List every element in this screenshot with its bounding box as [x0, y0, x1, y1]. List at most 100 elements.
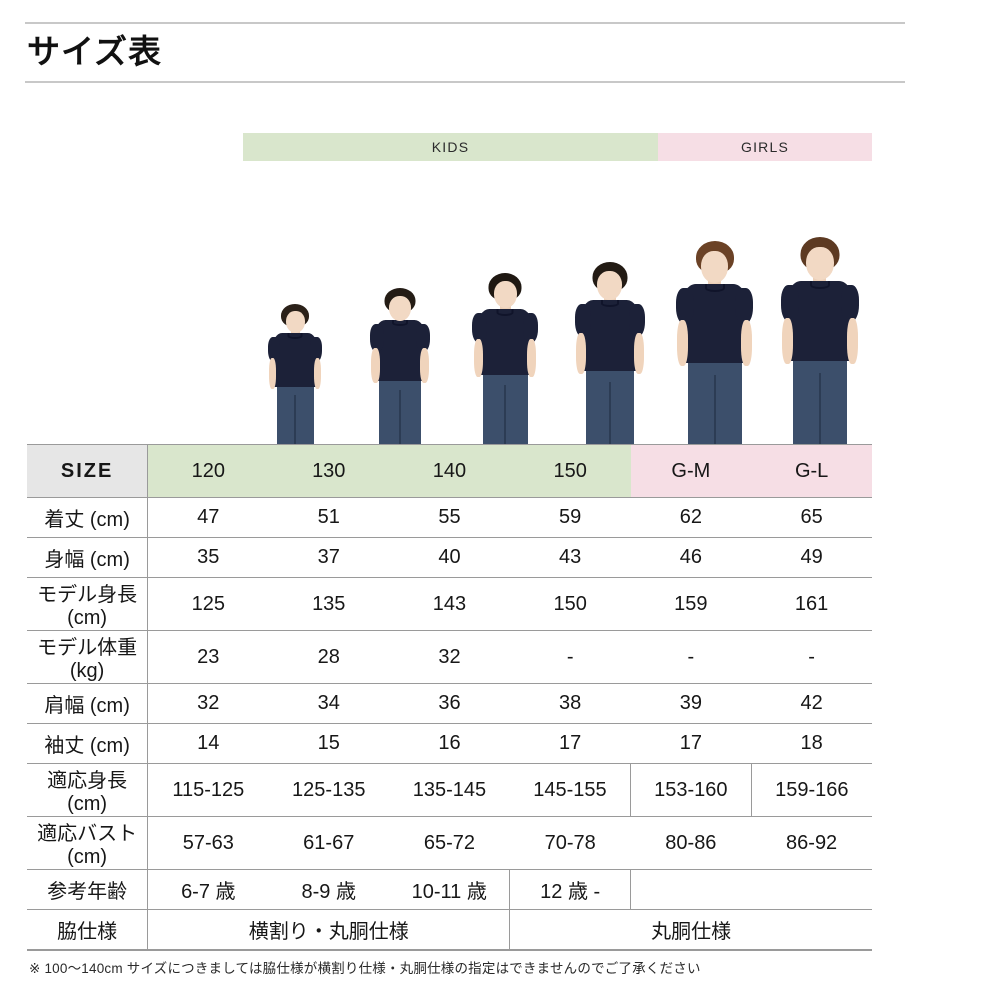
cell-130: 34	[268, 683, 390, 724]
model-g-l-jeans	[792, 358, 847, 444]
cell-g-m: -	[630, 630, 752, 684]
table-row: 袖丈 (cm) 14 15 16 17 17 18	[27, 723, 872, 764]
cell-130: 8-9 歳	[268, 869, 390, 910]
row-label: 参考年齢	[27, 869, 149, 910]
cell-120: 32	[147, 683, 269, 724]
spec-row-label: 脇仕様	[27, 909, 149, 951]
cell-g-m: 153-160	[630, 763, 752, 817]
model-g-m-leg-split	[713, 375, 716, 444]
column-header-120: 120	[147, 444, 269, 498]
row-label: 適応身長 (cm)	[27, 763, 149, 817]
row-label: モデル体重 (kg)	[27, 630, 149, 684]
model-140-leg-split	[504, 385, 507, 444]
cell-140: 16	[389, 723, 510, 764]
model-130-leg-split	[399, 390, 402, 444]
table-row: 身幅 (cm) 35 37 40 43 46 49	[27, 537, 872, 578]
model-140-tshirt	[472, 309, 539, 377]
cell-130: 15	[268, 723, 390, 764]
model-140-face	[493, 281, 517, 308]
model-g-m-face	[701, 251, 729, 283]
cell-g-m: 39	[630, 683, 752, 724]
cell-140: 135-145	[389, 763, 510, 817]
model-g-m-tshirt	[676, 284, 754, 366]
model-150-collar	[600, 300, 619, 307]
model-140-head	[488, 273, 522, 308]
footnote: ※ 100〜140cm サイズにつきましては脇仕様が横割り仕様・丸胴仕様の指定は…	[29, 961, 701, 976]
model-g-l-arm-right	[846, 318, 858, 364]
table-header-row: SIZE 120 130 140 150 G-M G-L	[27, 444, 872, 498]
banner-girls: GIRLS	[658, 133, 872, 161]
cell-150: 43	[509, 537, 631, 578]
model-g-l-head	[800, 237, 840, 280]
table-row: 適応バスト(cm) 57-63 61-67 65-72 70-78 80-86 86-92	[27, 816, 872, 870]
model-130-sleeve-right	[416, 324, 431, 352]
column-header-g-m: G-M	[630, 444, 752, 498]
row-label: 肩幅 (cm)	[27, 683, 149, 724]
model-120	[268, 304, 323, 444]
cell-g-l: 65	[751, 497, 872, 538]
model-150-leg-split	[608, 382, 611, 444]
cell-150: -	[509, 630, 631, 684]
model-130-jeans	[379, 378, 422, 444]
spec-right-value: 丸胴仕様	[509, 909, 872, 951]
model-130-sleeve-left	[370, 324, 385, 352]
model-photo-strip	[243, 170, 872, 444]
model-150-face	[597, 271, 623, 300]
cell-g-l: 42	[751, 683, 872, 724]
column-header-130: 130	[268, 444, 390, 498]
cell-g-m: 62	[630, 497, 752, 538]
cell-130: 125-135	[268, 763, 390, 817]
title-block: サイズ表	[25, 22, 905, 83]
model-120-sleeve-right	[310, 337, 323, 362]
model-120-collar	[287, 333, 303, 339]
cell-120: 115-125	[147, 763, 269, 817]
table-row: 着丈 (cm) 47 51 55 59 62 65	[27, 497, 872, 538]
column-header-g-l: G-L	[751, 444, 872, 498]
cell-120: 125	[147, 577, 269, 631]
size-header-cell: SIZE	[27, 444, 149, 498]
cell-g-m: 80-86	[630, 816, 752, 870]
cell-140: 143	[389, 577, 510, 631]
cell-g-l: 159-166	[751, 763, 872, 817]
cell-g-m	[630, 869, 752, 910]
cell-130: 51	[268, 497, 390, 538]
table-row: 適応身長 (cm) 115-125 125-135 135-145 145-155 153…	[27, 763, 872, 817]
table-row: モデル身長 (cm) 125 135 143 150 159 161	[27, 577, 872, 631]
model-150-jeans	[585, 368, 634, 444]
model-120-sleeve-left	[268, 337, 281, 362]
cell-120: 14	[147, 723, 269, 764]
title-rule-bottom	[25, 80, 905, 83]
table-row: モデル体重 (kg) 23 28 32- - -	[27, 630, 872, 684]
cell-120: 6-7 歳	[147, 869, 269, 910]
category-banner: KIDS GIRLS	[243, 133, 872, 161]
model-120-face	[285, 311, 305, 333]
banner-kids: KIDS	[243, 133, 658, 161]
cell-120: 47	[147, 497, 269, 538]
model-150-sleeve-right	[628, 304, 645, 337]
title-rule-top	[25, 22, 905, 24]
cell-130: 61-67	[268, 816, 390, 870]
model-140-sleeve-right	[523, 313, 539, 343]
model-g-l	[780, 237, 859, 444]
model-g-l-face	[805, 247, 834, 280]
model-g-m-collar	[704, 284, 725, 292]
cell-g-l	[751, 869, 872, 910]
cell-150: 12 歳 -	[509, 869, 632, 910]
cell-140: 32	[389, 630, 510, 684]
cell-140: 55	[389, 497, 510, 538]
model-140-arm-right	[527, 339, 537, 377]
spec-row: 脇仕様 横割り・丸胴仕様 丸胴仕様	[27, 909, 872, 951]
cell-150: 150	[509, 577, 631, 631]
cell-130: 135	[268, 577, 390, 631]
model-150-sleeve-left	[574, 304, 591, 337]
spec-left-value: 横割り・丸胴仕様	[147, 909, 511, 951]
page-title: サイズ表	[27, 33, 163, 70]
model-120-arm-right	[314, 358, 322, 389]
cell-g-l: 161	[751, 577, 872, 631]
cell-120: 35	[147, 537, 269, 578]
model-130-face	[389, 296, 412, 321]
model-150-arm-right	[633, 333, 644, 374]
model-120-tshirt	[268, 333, 323, 389]
row-label: 適応バスト(cm)	[27, 816, 149, 870]
model-g-m-arm-left	[677, 320, 689, 366]
